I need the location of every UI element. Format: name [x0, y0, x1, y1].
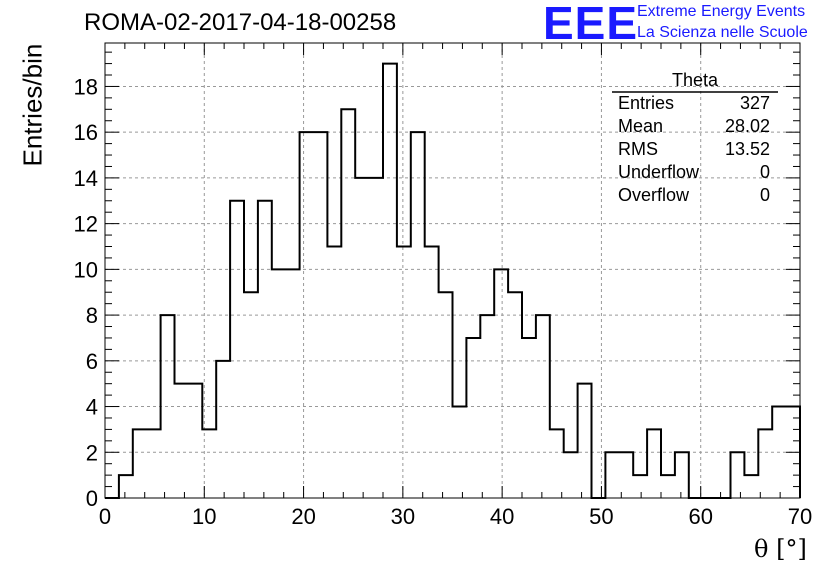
histogram-bin — [466, 338, 480, 498]
histogram-bin — [202, 429, 216, 498]
histogram-bin — [258, 201, 272, 498]
x-axis-label: θ [°] — [754, 535, 807, 563]
stats-label: Mean — [618, 116, 664, 136]
histogram-bin — [731, 452, 745, 498]
histogram-bin — [397, 246, 411, 498]
histogram-bin — [188, 384, 202, 498]
histogram-bin — [508, 292, 522, 498]
histogram-bin — [453, 407, 467, 498]
histogram-bin — [439, 292, 453, 498]
histogram-bin — [744, 475, 758, 498]
histogram-bin — [411, 132, 425, 498]
histogram-bin — [758, 429, 772, 498]
y-tick-label: 6 — [86, 349, 98, 374]
y-tick-label: 2 — [86, 440, 98, 465]
stats-value: 327 — [739, 93, 770, 113]
x-tick-label: 0 — [99, 504, 111, 529]
histogram-bin — [147, 429, 161, 498]
histogram-bin — [647, 429, 661, 498]
histogram-bin — [536, 315, 550, 498]
histogram-bin — [369, 178, 383, 498]
histogram-bin — [633, 475, 647, 498]
histogram-bin — [675, 452, 689, 498]
y-tick-label: 18 — [74, 74, 98, 99]
histogram-bin — [341, 109, 355, 498]
x-tick-label: 30 — [391, 504, 415, 529]
histogram-bin — [661, 475, 675, 498]
x-tick-label: 40 — [490, 504, 514, 529]
stats-label: RMS — [618, 139, 658, 159]
stats-label: Entries — [618, 93, 675, 113]
y-tick-label: 16 — [74, 120, 98, 145]
chart-title: ROMA-02-2017-04-18-00258 — [84, 9, 397, 36]
y-tick-label: 4 — [86, 395, 98, 420]
histogram-bin — [383, 64, 397, 498]
logo-subtitle-1: Extreme Energy Events — [637, 3, 806, 20]
histogram-bin — [494, 269, 508, 498]
histogram-bin — [522, 338, 536, 498]
histogram-bin — [272, 269, 286, 498]
histogram-bin — [425, 246, 439, 498]
histogram-bin — [161, 315, 175, 498]
histogram-bin — [605, 452, 619, 498]
histogram-bin — [300, 132, 314, 498]
histogram-bin — [480, 315, 494, 498]
histogram-bin — [230, 201, 244, 498]
histogram-bin — [564, 452, 578, 498]
plot-frame — [104, 42, 801, 499]
stats-label: Underflow — [618, 162, 700, 182]
y-tick-label: 14 — [74, 166, 98, 191]
histogram-bin — [327, 246, 341, 498]
y-tick-label: 8 — [86, 303, 98, 328]
x-tick-label: 20 — [291, 504, 315, 529]
stats-value: 0 — [759, 185, 770, 205]
histogram-bin — [216, 361, 230, 498]
histogram-bin — [119, 475, 133, 498]
histogram-outline — [105, 62, 801, 499]
histogram-bin — [578, 384, 592, 498]
x-tick-label: 70 — [788, 504, 812, 529]
histogram-bin — [175, 384, 189, 498]
stats-value: 28.02 — [724, 116, 770, 136]
y-tick-label: 12 — [74, 212, 98, 237]
histogram-bin — [619, 452, 633, 498]
y-tick-label: 0 — [86, 486, 98, 511]
stats-value: 13.52 — [724, 139, 770, 159]
x-tick-label: 60 — [688, 504, 712, 529]
histogram-bin — [133, 429, 147, 498]
stats-title: Theta — [671, 70, 719, 90]
logo-subtitle-2: La Scienza nelle Scuole — [637, 24, 808, 41]
histogram-bin — [244, 292, 258, 498]
stats-label: Overflow — [618, 185, 690, 205]
histogram-bin — [286, 269, 300, 498]
y-tick-label: 10 — [74, 257, 98, 282]
x-tick-label: 10 — [192, 504, 216, 529]
histogram-bin — [550, 429, 564, 498]
histogram-bin — [772, 407, 786, 498]
eee-logo: EEE — [543, 0, 639, 49]
histogram-bin — [355, 178, 369, 498]
histogram-bin — [786, 407, 800, 498]
histogram-bin — [314, 132, 328, 498]
x-tick-label: 50 — [589, 504, 613, 529]
stats-value: 0 — [759, 162, 770, 182]
